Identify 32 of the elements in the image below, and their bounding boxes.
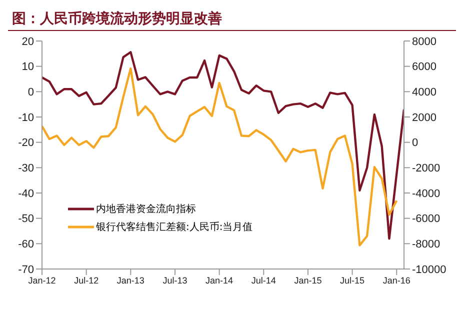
y-tick-label: 20 [22,36,34,48]
y-tick-label: 10 [22,61,34,74]
x-tick-label: Jul-14 [251,275,276,286]
chart-title: 图：人民币跨境流动形势明显改善 [8,8,456,31]
legend-label: 内地香港资金流向指标 [96,202,196,216]
y-tick-label: -40 [18,188,34,200]
y2-tick-label: 2000 [412,112,436,124]
y2-tick-label: -4000 [412,188,440,200]
y-tick-label: -20 [18,137,34,150]
x-tick-label: Jan-15 [294,275,322,286]
y2-tick-label: 6000 [412,61,436,74]
x-tick-label: Jan-12 [28,275,56,286]
y-tick-label: 0 [28,86,34,99]
y2-tick-label: -6000 [412,213,440,226]
y-tick-label: -60 [18,238,34,251]
y-tick-label: -30 [18,162,34,175]
x-tick-label: Jan-13 [116,275,144,286]
y2-tick-label: -10000 [412,264,446,276]
x-tick-label: Jan-16 [382,275,410,286]
y2-tick-label: 0 [412,137,418,150]
y2-tick-label: 4000 [412,86,436,99]
x-tick-label: Jul-13 [162,275,188,286]
legend-label: 银行代客结售汇差额:人民币:当月值 [96,220,253,234]
x-tick-label: Jul-12 [74,275,99,286]
y2-tick-label: -2000 [412,162,440,175]
y2-tick-label: -8000 [412,238,440,251]
y-tick-label: -50 [18,213,34,226]
y2-tick-label: 8000 [412,36,436,48]
x-tick-label: Jul-15 [340,275,365,286]
y-tick-label: -70 [18,264,34,276]
x-tick-label: Jan-14 [206,275,234,286]
y-tick-label: -10 [18,112,34,124]
